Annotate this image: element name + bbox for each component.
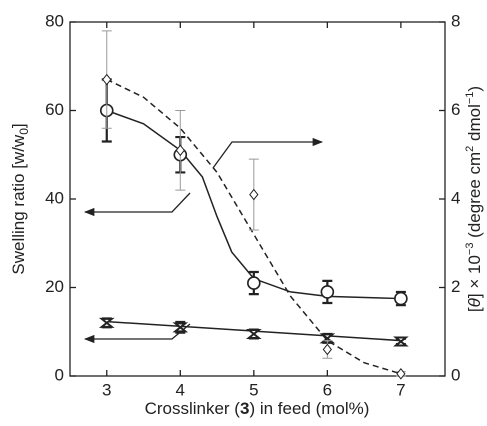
point xyxy=(249,188,259,201)
point xyxy=(98,317,115,328)
x-tick-label: 7 xyxy=(396,380,405,399)
y-tick-label: 60 xyxy=(45,100,64,119)
x-tick-label: 5 xyxy=(249,380,258,399)
point xyxy=(396,367,406,380)
y2-tick-label: 8 xyxy=(451,11,460,30)
y-tick-label: 80 xyxy=(45,11,64,30)
y-axis-label: Swelling ratio [w/w0] xyxy=(9,123,31,274)
point xyxy=(247,276,261,290)
point xyxy=(245,328,262,339)
point xyxy=(175,144,185,157)
point xyxy=(320,285,335,299)
x-tick-label: 6 xyxy=(323,380,332,399)
point xyxy=(172,322,189,333)
y-tick-label: 20 xyxy=(45,277,64,296)
y-tick-label: 0 xyxy=(55,365,64,384)
y2-tick-label: 6 xyxy=(451,100,460,119)
y-tick-label: 40 xyxy=(45,188,64,207)
fit-curve xyxy=(106,109,401,300)
arrow xyxy=(212,137,324,169)
point xyxy=(102,73,112,86)
point xyxy=(322,343,332,356)
y2-tick-label: 2 xyxy=(451,277,460,296)
annotation-arrows xyxy=(83,137,324,344)
x-axis-label: Crosslinker (3) in feed (mol%) xyxy=(145,399,370,418)
point xyxy=(393,336,409,347)
point xyxy=(394,291,408,306)
x-tick-label: 3 xyxy=(102,380,111,399)
y2-tick-label: 0 xyxy=(451,365,460,384)
arrow xyxy=(83,323,191,344)
x-tick-label: 4 xyxy=(176,380,185,399)
arrow xyxy=(83,192,191,217)
y2-tick-label: 4 xyxy=(451,188,460,207)
y2-axis-label: [θ] × 10−3 (degree cm2 dmol−1) xyxy=(464,86,485,312)
